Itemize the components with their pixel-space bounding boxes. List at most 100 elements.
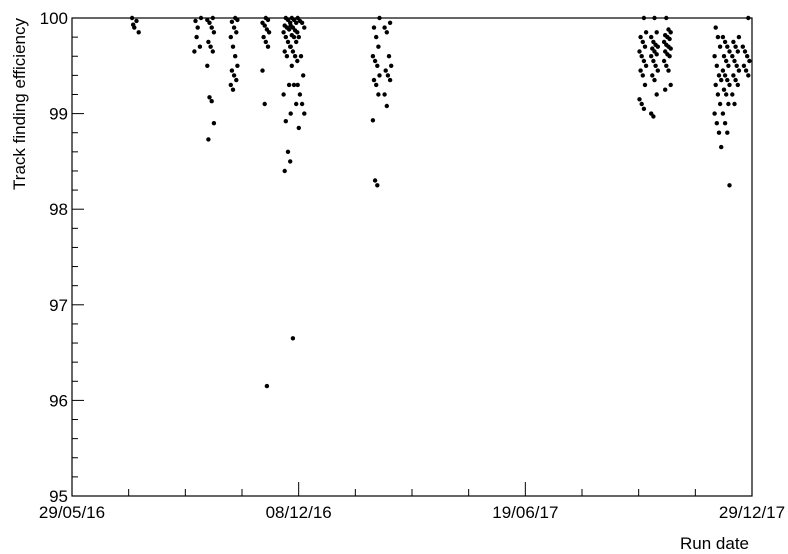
data-point [654, 52, 659, 57]
data-point [651, 58, 656, 64]
data-point [382, 25, 387, 30]
data-point [668, 82, 673, 88]
data-point [207, 95, 212, 100]
data-point [714, 63, 719, 68]
data-point [209, 99, 214, 104]
data-point [721, 87, 727, 92]
data-point [197, 44, 203, 49]
data-point [655, 44, 660, 49]
data-point [713, 25, 718, 30]
data-point [642, 82, 648, 88]
data-point [712, 111, 717, 116]
data-point [637, 97, 642, 102]
data-point [643, 63, 649, 68]
x-axis-title: Run date [680, 534, 749, 553]
data-point [727, 49, 732, 54]
data-point [260, 68, 265, 73]
data-point [654, 92, 659, 97]
data-point [234, 30, 239, 35]
data-point [732, 101, 737, 107]
data-point [134, 18, 139, 24]
data-point [731, 73, 736, 78]
data-point [664, 63, 669, 68]
data-point [295, 30, 300, 35]
y-axis: 95 96 97 98 99 100 [40, 9, 84, 506]
data-point [289, 63, 294, 68]
data-point [290, 49, 296, 54]
data-point [730, 54, 735, 59]
data-point [715, 92, 721, 97]
data-point [297, 92, 303, 97]
data-point [299, 101, 305, 107]
data-point [229, 19, 235, 24]
data-point [730, 92, 735, 97]
data-point [376, 92, 381, 97]
data-point [210, 15, 215, 21]
y-tick-label: 100 [40, 9, 68, 28]
data-point [384, 30, 389, 35]
data-point [724, 58, 729, 64]
data-point [720, 111, 726, 116]
data-point [198, 15, 204, 21]
data-point [735, 49, 740, 54]
data-point [712, 54, 717, 59]
data-point [294, 39, 299, 45]
data-point [211, 121, 217, 126]
data-point [131, 22, 136, 27]
data-point [717, 101, 723, 107]
data-point [715, 34, 721, 40]
data-point [371, 77, 377, 83]
data-point [641, 58, 647, 64]
data-point [736, 68, 742, 73]
data-point [375, 183, 380, 188]
data-point [233, 54, 238, 59]
data-point [374, 82, 379, 88]
data-point [733, 44, 738, 49]
data-point [667, 54, 672, 59]
y-tick-label: 99 [49, 105, 68, 124]
data-point [720, 68, 726, 73]
data-point [283, 119, 288, 124]
data-point [743, 68, 749, 73]
data-point [192, 49, 197, 54]
data-point [235, 17, 240, 23]
data-point [195, 25, 200, 30]
data-point [640, 73, 645, 78]
x-tick-label: 29/12/17 [719, 503, 785, 522]
data-point [292, 54, 298, 59]
data-point [721, 54, 727, 59]
data-point [740, 44, 745, 49]
data-point [643, 30, 649, 35]
data-point [211, 30, 217, 35]
data-point [639, 54, 644, 59]
data-point [725, 130, 730, 135]
data-point [725, 44, 730, 49]
data-point [281, 30, 286, 35]
x-tick-label: 08/12/16 [266, 503, 332, 522]
data-point [262, 101, 267, 107]
data-point [719, 77, 724, 83]
data-point [741, 63, 747, 68]
data-point [229, 68, 235, 73]
y-tick-label: 96 [49, 391, 68, 410]
data-point [666, 68, 671, 73]
data-point [282, 168, 287, 174]
data-point [742, 49, 748, 54]
x-tick-label: 29/05/16 [39, 503, 105, 522]
data-point [285, 39, 291, 45]
data-point [264, 383, 270, 389]
data-point [726, 101, 731, 107]
data-points [129, 15, 752, 389]
data-point [731, 39, 736, 45]
data-point [205, 63, 210, 68]
data-point [733, 77, 738, 83]
data-point [746, 15, 751, 21]
data-point [638, 34, 643, 40]
data-point [208, 44, 213, 49]
data-point [374, 34, 379, 40]
data-point [717, 44, 723, 49]
data-point [207, 20, 212, 25]
data-point [640, 39, 645, 45]
data-point [266, 30, 272, 35]
data-point [376, 44, 381, 49]
